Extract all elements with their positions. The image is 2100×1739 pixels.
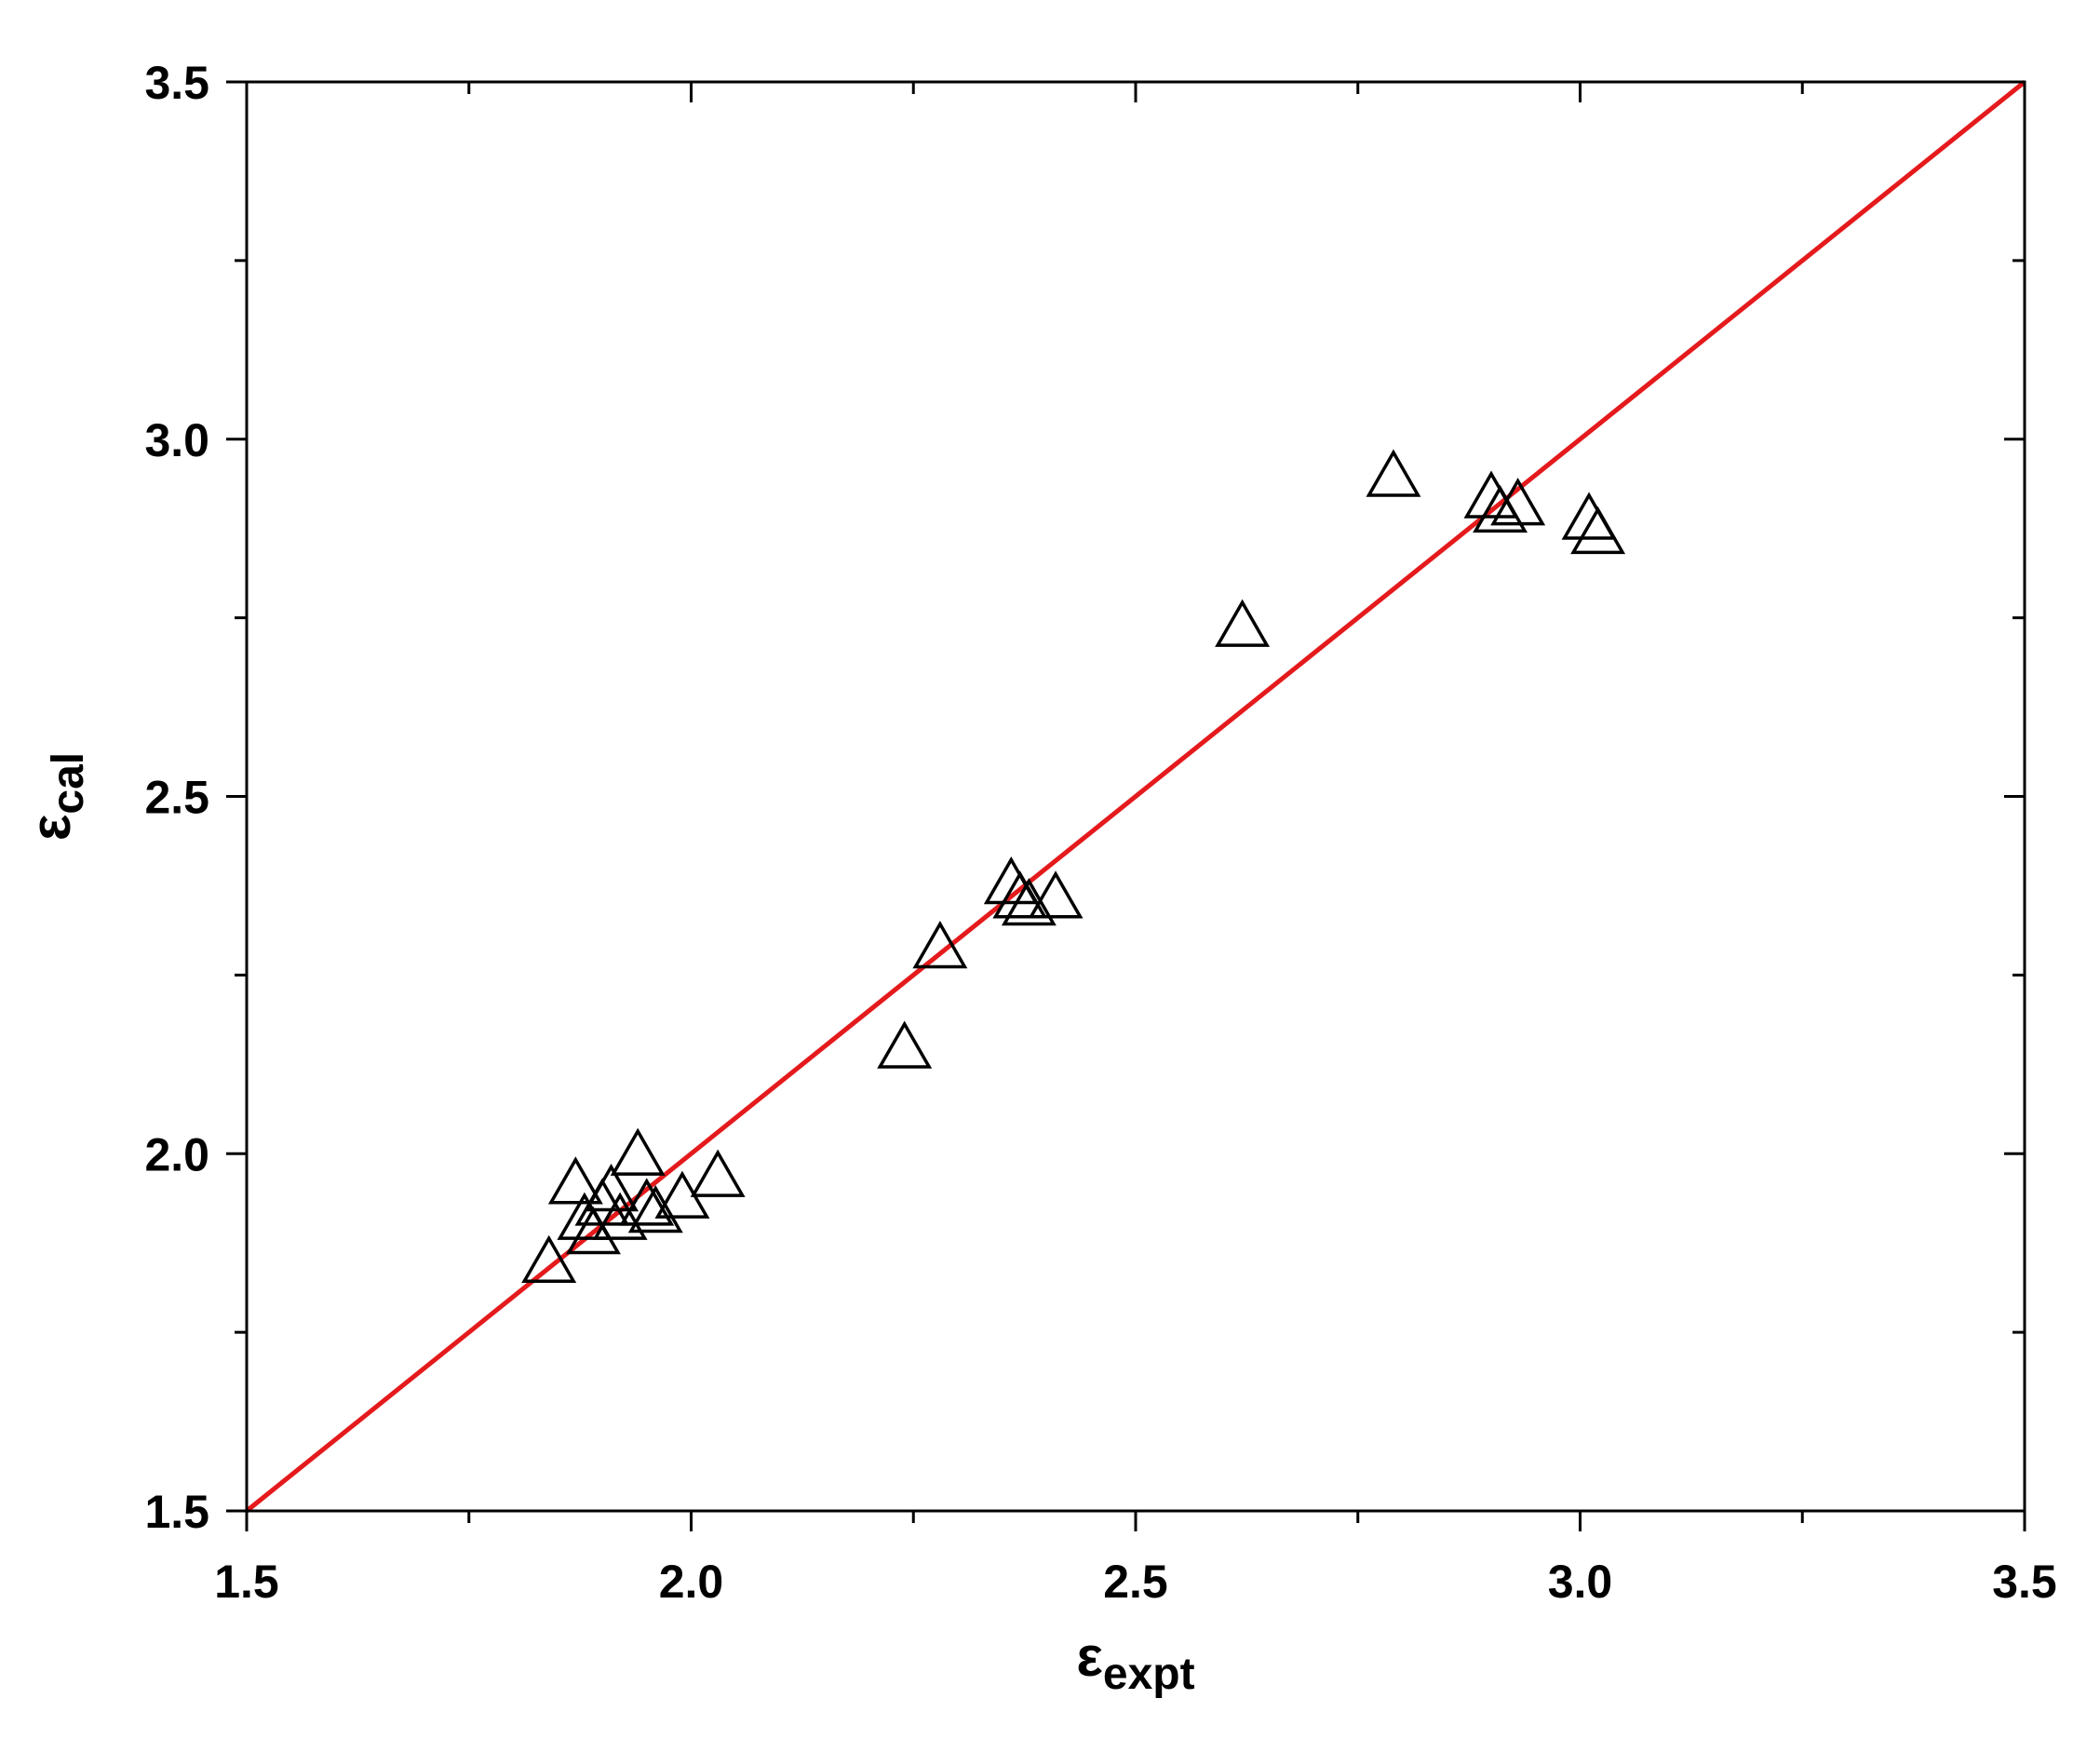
- y-tick-label: 2.0: [144, 1128, 209, 1180]
- x-axis-title: εexpt: [1076, 1625, 1194, 1699]
- data-point-18: [1215, 599, 1271, 647]
- y-tick-label: 1.5: [144, 1486, 209, 1538]
- data-point-6: [592, 1192, 648, 1240]
- y-axis-title-main: ε: [20, 815, 82, 841]
- data-point-19: [1366, 449, 1421, 497]
- y-tick-label: 2.5: [144, 772, 209, 824]
- x-tick-label: 2.0: [659, 1556, 724, 1608]
- x-tick-label: 3.5: [1992, 1556, 2057, 1608]
- data-point-22: [1490, 478, 1546, 526]
- data-point-12: [877, 1020, 933, 1069]
- x-tick-label: 2.5: [1103, 1556, 1168, 1608]
- x-axis-title-sub: expt: [1103, 1650, 1195, 1699]
- data-point-24: [1570, 506, 1626, 555]
- data-point-21: [1473, 484, 1528, 533]
- data-point-9: [627, 1184, 683, 1233]
- data-point-17: [1028, 870, 1084, 919]
- data-point-16: [1001, 877, 1057, 926]
- x-tick-label: 3.0: [1548, 1556, 1613, 1608]
- reference-line: [245, 80, 2026, 1513]
- y-tick-label: 3.0: [144, 414, 209, 466]
- data-point-8: [619, 1178, 675, 1226]
- y-tick-label: 3.5: [144, 57, 209, 109]
- data-point-3: [565, 1207, 621, 1255]
- data-point-7: [610, 1127, 666, 1176]
- x-axis-title-main: ε: [1076, 1625, 1102, 1688]
- data-point-13: [912, 921, 968, 969]
- data-point-15: [992, 870, 1048, 919]
- data-point-1: [547, 1156, 603, 1205]
- y-axis-title-sub: cal: [44, 752, 93, 815]
- x-tick-label: 1.5: [214, 1556, 279, 1608]
- data-point-11: [690, 1149, 746, 1197]
- data-point-23: [1561, 492, 1617, 540]
- data-point-0: [521, 1234, 577, 1283]
- y-axis-title: εcal: [20, 752, 93, 841]
